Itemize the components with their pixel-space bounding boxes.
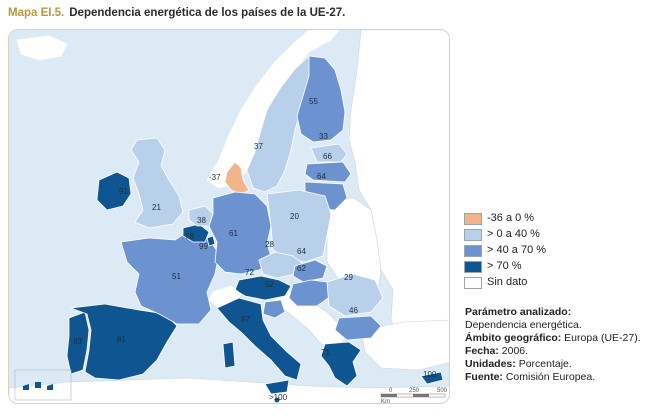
meta-unidades: Unidades: Porcentaje. bbox=[465, 358, 645, 371]
country-slovakia[interactable] bbox=[292, 259, 328, 283]
meta-fuente-key: Fuente: bbox=[465, 371, 503, 383]
legend-label-0-40: > 0 a 40 % bbox=[487, 228, 540, 240]
scale-tick-0: 0 bbox=[389, 388, 393, 394]
country-finland[interactable] bbox=[296, 55, 346, 143]
country-germany[interactable] bbox=[208, 191, 274, 275]
map-title: Mapa EI.5. Dependencia energética de los … bbox=[8, 7, 608, 23]
meta-ambito-key: Ámbito geográfico: bbox=[465, 332, 562, 344]
meta-ambito: Ámbito geográfico: Europa (UE-27). bbox=[465, 332, 645, 345]
label-france: 51 bbox=[172, 272, 181, 281]
label-slovenia: 52 bbox=[265, 280, 274, 289]
country-cyprus[interactable] bbox=[420, 371, 444, 385]
legend-item-sin-dato: Sin dato bbox=[464, 276, 644, 292]
canary-inset bbox=[14, 369, 72, 401]
meta-parametro-key: Parámetro analizado: bbox=[465, 306, 572, 318]
legend-swatch-negative bbox=[464, 213, 482, 225]
label-belgium: 78 bbox=[185, 232, 194, 241]
meta-fuente: Fuente: Comisión Europea. bbox=[465, 371, 645, 384]
legend-item-40-70: > 40 a 70 % bbox=[464, 244, 644, 260]
label-italy: 87 bbox=[241, 315, 250, 324]
country-luxembourg[interactable] bbox=[206, 235, 216, 247]
scale-tick-250: 250 bbox=[409, 388, 420, 394]
legend-label-40-70: > 40 a 70 % bbox=[487, 244, 547, 256]
map-title-text: Dependencia energética de los países de … bbox=[69, 7, 346, 19]
country-uk[interactable] bbox=[130, 137, 184, 229]
legend-item-70-plus: > 70 % bbox=[464, 260, 644, 276]
legend-swatch-sin-dato bbox=[464, 277, 482, 289]
legend-label-70-plus: > 70 % bbox=[487, 260, 522, 272]
label-poland: 20 bbox=[290, 212, 299, 221]
map-metadata: Parámetro analizado: Dependencia energét… bbox=[465, 306, 645, 384]
country-italy-sardinia[interactable] bbox=[222, 341, 236, 369]
canary-islands bbox=[23, 382, 53, 390]
meta-parametro-value: Dependencia energética. bbox=[465, 319, 582, 331]
country-estonia[interactable] bbox=[310, 143, 348, 163]
country-iceland[interactable] bbox=[16, 35, 68, 61]
legend-label-sin-dato: Sin dato bbox=[487, 276, 528, 288]
country-romania[interactable] bbox=[326, 273, 384, 317]
label-cyprus: 100 bbox=[423, 370, 437, 379]
country-bulgaria[interactable] bbox=[334, 315, 382, 341]
country-italy[interactable] bbox=[216, 297, 302, 381]
label-hungary: 62 bbox=[297, 264, 306, 273]
label-austria: 72 bbox=[245, 268, 254, 277]
country-labels: 91 21 83 81 51 78 38 99 61 -37 37 55 33 … bbox=[73, 97, 437, 402]
label-netherlands: 38 bbox=[197, 216, 206, 225]
legend: -36 a 0 % > 0 a 40 % > 40 a 70 % > 70 % … bbox=[464, 212, 644, 292]
meta-fecha-value: 2006. bbox=[501, 345, 529, 357]
label-estonia: 33 bbox=[319, 132, 328, 141]
country-italy-sicily[interactable] bbox=[264, 379, 290, 395]
label-slovakia: 64 bbox=[297, 247, 306, 256]
country-denmark[interactable] bbox=[224, 161, 250, 195]
legend-swatch-70-plus bbox=[464, 261, 482, 273]
legend-item-negative: -36 a 0 % bbox=[464, 212, 644, 228]
label-latvia: 66 bbox=[323, 152, 332, 161]
label-lithuania: 64 bbox=[317, 172, 326, 181]
non-eu-land-turkey bbox=[360, 319, 449, 371]
map-frame[interactable]: 91 21 83 81 51 78 38 99 61 -37 37 55 33 … bbox=[8, 29, 450, 404]
country-greece[interactable] bbox=[320, 341, 362, 387]
label-spain: 81 bbox=[117, 335, 126, 344]
non-eu-land-north-africa bbox=[9, 377, 449, 403]
label-malta: >100 bbox=[269, 393, 288, 402]
country-latvia[interactable] bbox=[304, 161, 352, 183]
country-poland[interactable] bbox=[266, 189, 332, 263]
country-slovenia[interactable] bbox=[262, 299, 286, 319]
label-denmark: -37 bbox=[209, 173, 221, 182]
meta-fecha-key: Fecha: bbox=[465, 345, 499, 357]
label-portugal: 83 bbox=[73, 337, 82, 346]
meta-unidades-value: Porcentaje. bbox=[518, 358, 572, 370]
meta-unidades-key: Unidades: bbox=[465, 358, 516, 370]
meta-ambito-value: Europa (UE-27). bbox=[564, 332, 641, 344]
label-greece: 71 bbox=[321, 348, 330, 357]
scale-tick-500: 500 bbox=[437, 388, 448, 394]
label-ireland: 91 bbox=[119, 187, 128, 196]
legend-item-0-40: > 0 a 40 % bbox=[464, 228, 644, 244]
label-luxembourg: 99 bbox=[199, 242, 208, 251]
legend-label-negative: -36 a 0 % bbox=[487, 212, 535, 224]
label-bulgaria: 46 bbox=[349, 306, 358, 315]
label-germany: 61 bbox=[229, 229, 238, 238]
scale-bar: 0 250 500 Km bbox=[380, 388, 448, 404]
country-malta[interactable] bbox=[274, 397, 280, 403]
label-finland: 55 bbox=[309, 97, 318, 106]
meta-fuente-value: Comisión Europea. bbox=[505, 371, 596, 383]
non-eu-land-belarus-ukraine bbox=[326, 197, 382, 289]
map-number: Mapa EI.5. bbox=[8, 7, 65, 19]
label-uk: 21 bbox=[152, 203, 161, 212]
label-czech: 28 bbox=[265, 240, 274, 249]
country-ireland[interactable] bbox=[96, 171, 132, 211]
label-sweden: 37 bbox=[254, 142, 263, 151]
scale-unit: Km bbox=[381, 399, 390, 404]
country-spain[interactable] bbox=[70, 303, 178, 381]
label-romania: 29 bbox=[344, 273, 353, 282]
country-hungary[interactable] bbox=[288, 279, 332, 307]
legend-swatch-40-70 bbox=[464, 245, 482, 257]
legend-swatch-0-40 bbox=[464, 229, 482, 241]
europe-map[interactable]: 91 21 83 81 51 78 38 99 61 -37 37 55 33 … bbox=[9, 30, 450, 404]
country-portugal[interactable] bbox=[66, 311, 90, 375]
meta-parametro: Parámetro analizado: bbox=[465, 306, 645, 319]
meta-fecha: Fecha: 2006. bbox=[465, 345, 645, 358]
